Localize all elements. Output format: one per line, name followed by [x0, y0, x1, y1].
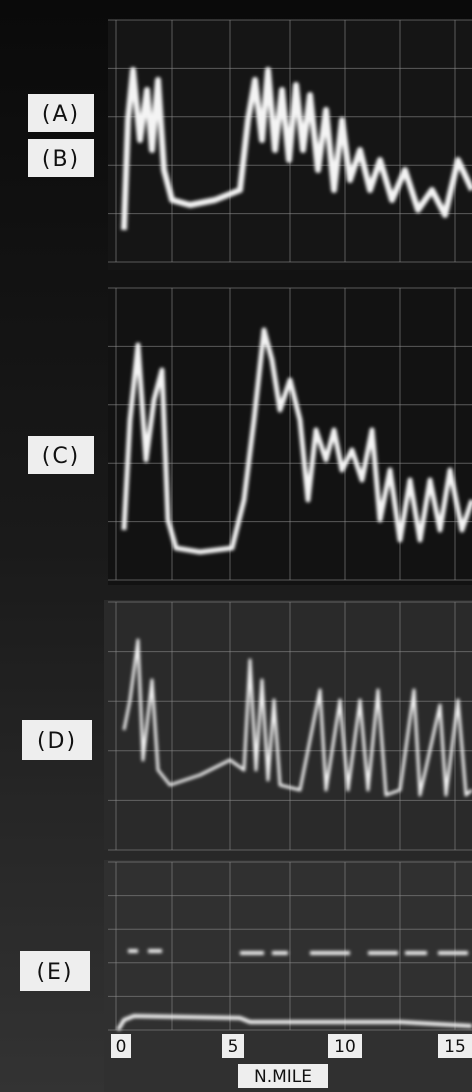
scale-tick: 15: [444, 1037, 466, 1057]
scale-tick: 0: [116, 1037, 127, 1057]
panel-label: (A): [42, 102, 80, 127]
panel-label: (D): [37, 729, 77, 754]
oscilloscope-figure: (A) (B) (C) (D) (E) 0 5 10 15 N.MILE: [0, 0, 472, 1092]
panel-label: (E): [36, 960, 73, 985]
scale-tick: 10: [334, 1037, 356, 1057]
panel-label: (C): [42, 444, 81, 469]
scale-tick: 5: [228, 1037, 239, 1057]
scale-unit: N.MILE: [254, 1067, 312, 1087]
panel-label: (B): [42, 147, 80, 172]
screen-e: [104, 860, 472, 1092]
